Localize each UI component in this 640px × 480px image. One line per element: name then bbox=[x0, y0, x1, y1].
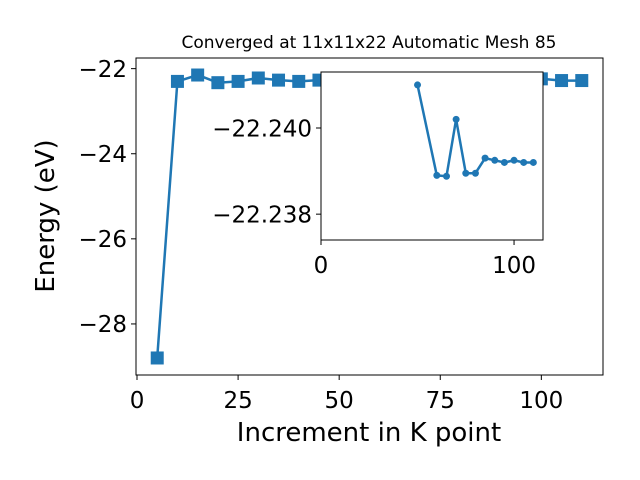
main-axes-frame bbox=[135, 57, 604, 376]
inset-data-point bbox=[452, 115, 460, 123]
x-axis-label: Increment in K point bbox=[237, 418, 501, 448]
main-y-tick-label: −26 bbox=[78, 227, 127, 253]
main-data-point bbox=[251, 71, 265, 85]
main-x-tick-label: 75 bbox=[426, 388, 455, 414]
main-data-point bbox=[231, 74, 245, 88]
main-y-tick-label: −22 bbox=[78, 57, 127, 83]
inset-data-point bbox=[414, 81, 422, 89]
inset-plot-area: 0 100 −22.240 −22.238 bbox=[212, 71, 544, 279]
inset-chart: 0 100 −22.240 −22.238 bbox=[212, 71, 544, 279]
main-y-tick-label: −28 bbox=[78, 312, 127, 338]
main-data-point bbox=[170, 74, 184, 88]
inset-data-point bbox=[520, 158, 528, 166]
inset-data-point bbox=[481, 154, 489, 162]
inset-axes-frame bbox=[320, 71, 544, 241]
inset-data-point bbox=[471, 169, 479, 177]
main-x-tick-label: 100 bbox=[519, 388, 563, 414]
inset-y-tick-label: −22.240 bbox=[212, 116, 312, 142]
main-data-point bbox=[211, 76, 225, 90]
main-x-tick-label: 25 bbox=[223, 388, 252, 414]
main-data-point bbox=[272, 73, 286, 87]
inset-data-point bbox=[500, 158, 508, 166]
inset-y-tick-label: −22.238 bbox=[212, 202, 312, 228]
main-data-point bbox=[555, 74, 569, 88]
main-data-point bbox=[191, 68, 205, 82]
inset-data-point bbox=[442, 172, 450, 180]
inset-x-tick-label: 0 bbox=[314, 253, 329, 279]
main-data-point bbox=[575, 74, 589, 88]
inset-data-point bbox=[433, 171, 441, 179]
main-chart-title: Converged at 11x11x22 Automatic Mesh 85 bbox=[182, 33, 557, 53]
inset-data-point bbox=[462, 169, 470, 177]
inset-data-point bbox=[491, 156, 499, 164]
main-data-point bbox=[292, 74, 306, 88]
main-data-point bbox=[150, 351, 164, 365]
main-x-tick-label: 50 bbox=[325, 388, 354, 414]
main-y-tick-label: −24 bbox=[78, 142, 127, 168]
y-axis-label: Energy (eV) bbox=[31, 139, 61, 292]
inset-data-point bbox=[529, 158, 537, 166]
main-x-tick-label: 0 bbox=[130, 388, 145, 414]
inset-x-tick-label: 100 bbox=[492, 253, 536, 279]
inset-data-point bbox=[510, 156, 518, 164]
